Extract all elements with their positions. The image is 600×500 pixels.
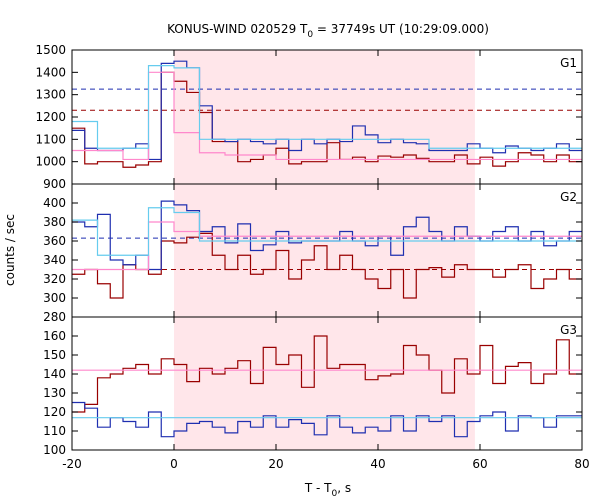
y-tick-label: 900 bbox=[43, 177, 66, 191]
plot-area bbox=[72, 60, 582, 168]
x-axis-label-subscript: 0 bbox=[332, 489, 338, 499]
x-tick-label: 60 bbox=[472, 457, 487, 471]
chart-title: KONUS-WIND 020529 T0 = 37749s UT (10:29:… bbox=[167, 22, 489, 40]
y-tick-label: 320 bbox=[43, 272, 66, 286]
x-tick-label: 0 bbox=[170, 457, 178, 471]
panel-label: G1 bbox=[560, 56, 577, 70]
y-tick-label: 130 bbox=[43, 386, 66, 400]
panel-g2: 280 300 320 340 360 380 400 G2 bbox=[43, 183, 583, 324]
x-tick-label: 40 bbox=[370, 457, 385, 471]
series-blue bbox=[72, 60, 582, 161]
series-light-blue bbox=[72, 207, 582, 256]
y-tick-label: 1300 bbox=[35, 88, 66, 102]
y-tick-label: 1500 bbox=[35, 43, 66, 57]
highlight-interval bbox=[174, 317, 475, 450]
y-tick-label: 140 bbox=[43, 367, 66, 381]
series-light-blue bbox=[72, 65, 582, 149]
y-tick-label: 1400 bbox=[35, 65, 66, 79]
x-axis-label: T - T0, s bbox=[304, 481, 351, 499]
panels-group: 900100011001200130014001500G128030032034… bbox=[35, 43, 589, 471]
y-tick-label: 360 bbox=[43, 234, 66, 248]
y-tick-label: 1100 bbox=[35, 132, 66, 146]
y-tick-label: 340 bbox=[43, 253, 66, 267]
panel-g3: 100 110 120 130 140 150 160 G3 bbox=[43, 316, 583, 457]
x-tick-label: 80 bbox=[574, 457, 589, 471]
y-tick-label: 380 bbox=[43, 215, 66, 229]
x-tick-label: 20 bbox=[268, 457, 283, 471]
y-tick-label: 1000 bbox=[35, 155, 66, 169]
y-axis-label: counts / sec bbox=[3, 214, 17, 286]
plot-area bbox=[72, 335, 582, 438]
y-tick-label: 400 bbox=[43, 196, 66, 210]
highlight-interval bbox=[174, 184, 475, 317]
y-tick-label: 120 bbox=[43, 405, 66, 419]
y-tick-label: 110 bbox=[43, 424, 66, 438]
series-dark-red bbox=[72, 232, 582, 299]
y-tick-label: 1200 bbox=[35, 110, 66, 124]
y-tick-label: 150 bbox=[43, 348, 66, 362]
x-tick-label: -20 bbox=[62, 457, 82, 471]
highlight-interval bbox=[174, 50, 475, 184]
y-tick-label: 160 bbox=[43, 329, 66, 343]
panel-frame bbox=[71, 316, 583, 451]
chart-title-subscript: 0 bbox=[307, 30, 313, 40]
y-tick-label: 280 bbox=[43, 310, 66, 324]
series-dark-red bbox=[72, 335, 582, 413]
y-tick-label: 100 bbox=[43, 443, 66, 457]
panel-g1: 900 1000 1100 1200 1300 1400 1500 G1 bbox=[35, 43, 583, 191]
panel-label: G2 bbox=[560, 190, 577, 204]
panel-label: G3 bbox=[560, 323, 577, 337]
y-tick-label: 300 bbox=[43, 291, 66, 305]
plot-area bbox=[72, 200, 582, 299]
series-blue bbox=[72, 401, 582, 438]
